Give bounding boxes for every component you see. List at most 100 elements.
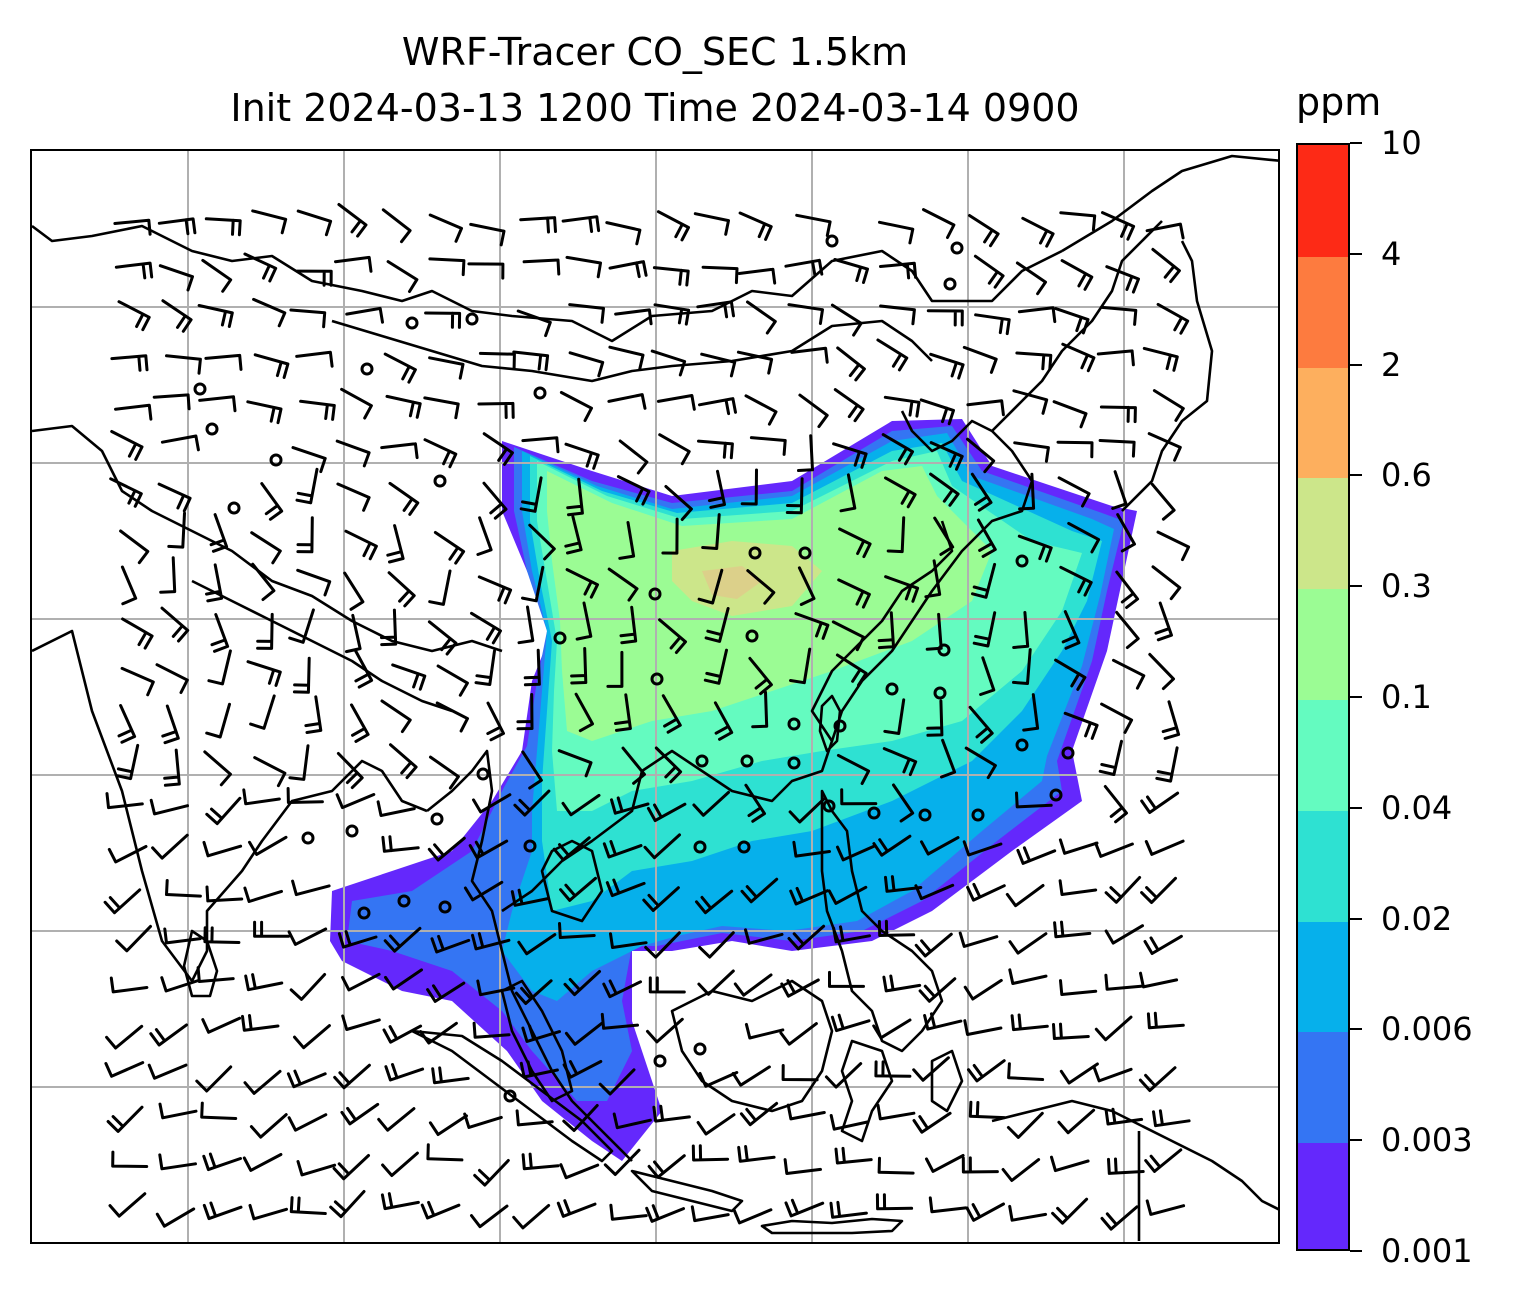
wind-barb: [789, 647, 812, 685]
map-title: WRF-Tracer CO_SEC 1.5km: [401, 30, 909, 74]
wind-barb: [426, 981, 466, 1003]
wind-barb: [646, 1017, 684, 1044]
india-coastline: [32, 629, 428, 983]
wind-barb: [610, 796, 650, 815]
wind-barb: [108, 1192, 147, 1218]
wind-barb: [794, 612, 830, 640]
wind-barb: [879, 261, 918, 280]
wind-barb: [1111, 470, 1128, 510]
colorbar-segment: [1298, 588, 1348, 700]
map-panel[interactable]: [30, 149, 1280, 1244]
wind-barb: [797, 566, 816, 606]
calm-wind-circle: [867, 806, 881, 820]
wind-barb: [1015, 791, 1053, 809]
wind-barb: [291, 446, 327, 474]
wind-barb: [289, 308, 327, 329]
wind-barb: [435, 701, 469, 733]
wind-barb: [608, 260, 648, 279]
wind-barb: [1100, 305, 1138, 326]
wind-barb: [1059, 211, 1097, 232]
coastlines-and-borders: [32, 154, 1278, 1241]
wind-barb: [110, 430, 144, 461]
wind-barb: [388, 481, 420, 516]
calm-wind-circle: [693, 840, 707, 854]
wind-barb: [740, 468, 758, 506]
wind-barb: [558, 922, 596, 939]
wind-barb: [380, 442, 419, 460]
calm-wind-circle: [950, 241, 964, 255]
wind-barb: [840, 788, 878, 806]
malay-peninsula: [500, 979, 574, 1103]
calm-wind-circle: [397, 894, 411, 908]
wind-barb: [253, 353, 290, 379]
wind-barb: [744, 394, 778, 426]
wind-barb: [605, 878, 646, 898]
wind-barb: [344, 613, 362, 654]
wind-barb: [333, 1063, 371, 1090]
wind-barb: [697, 439, 734, 460]
wind-barb: [830, 303, 863, 337]
calm-wind-circle: [1061, 746, 1075, 760]
wind-barb: [837, 578, 871, 609]
wind-barb: [155, 1207, 196, 1228]
wind-barb: [701, 513, 721, 550]
wind-barb: [874, 1060, 912, 1078]
wind-barb: [293, 1024, 331, 1050]
wind-barb: [380, 699, 412, 734]
wind-barb: [744, 1022, 785, 1040]
china-east-coast: [830, 410, 1034, 742]
wind-barb: [474, 649, 496, 686]
wind-barb: [1013, 441, 1050, 463]
wind-barb: [698, 397, 737, 416]
calm-wind-circle: [301, 831, 315, 845]
calm-wind-circle: [1049, 788, 1063, 802]
wind-barb: [1001, 1158, 1041, 1182]
wind-barb: [336, 752, 364, 790]
calm-wind-circle: [1015, 554, 1029, 568]
wind-barb: [157, 217, 197, 236]
colorbar-segment: [1298, 255, 1348, 368]
wind-barb: [160, 976, 200, 993]
wind-barb: [1008, 932, 1048, 955]
colorbar-tick: [1350, 696, 1362, 698]
wind-barb: [828, 970, 865, 988]
wind-barb: [299, 399, 336, 421]
wind-barb: [329, 1190, 366, 1219]
wind-barb: [519, 476, 543, 513]
wind-barb: [340, 1102, 380, 1126]
wind-barb: [962, 840, 1003, 857]
wind-barb: [1005, 884, 1045, 908]
wind-barb: [334, 255, 373, 273]
wind-barb: [341, 1014, 381, 1031]
wind-barb: [287, 927, 328, 946]
wind-barb: [1058, 879, 1098, 896]
wind-barb: [1101, 211, 1136, 241]
wind-barb: [295, 467, 319, 505]
wind-barb: [1061, 342, 1096, 373]
wind-barb: [353, 649, 374, 689]
wind-barb: [561, 793, 601, 817]
wind-barb: [1152, 389, 1185, 422]
wind-barb: [207, 649, 232, 686]
wind-barb: [968, 214, 1000, 248]
wind-barb: [149, 1023, 188, 1047]
wind-barb: [784, 258, 824, 277]
wind-barb: [522, 258, 561, 276]
wind-barb: [103, 888, 142, 915]
wind-barb: [1098, 739, 1123, 776]
wind-barb: [878, 220, 915, 245]
map-subtitle: Init 2024-03-13 1200 Time 2024-03-14 090…: [230, 86, 1080, 130]
calm-wind-circle: [357, 906, 371, 920]
wind-barb: [574, 692, 594, 733]
wind-barb: [528, 523, 556, 561]
wind-barb: [482, 432, 514, 466]
wind-barb: [158, 1153, 197, 1171]
wind-barb: [872, 834, 912, 857]
wind-barb: [565, 568, 599, 599]
wind-barb: [698, 1071, 739, 1088]
wind-barb: [463, 1112, 503, 1129]
wind-barb: [829, 1114, 869, 1131]
wind-barb: [202, 1152, 242, 1172]
calm-wind-circle: [430, 812, 444, 826]
wind-barb: [876, 338, 909, 372]
